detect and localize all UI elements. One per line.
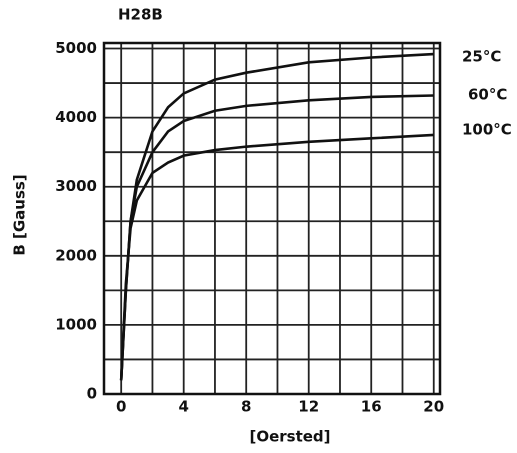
y-tick-label: 4000 — [55, 108, 97, 126]
x-tick-label: 8 — [241, 398, 251, 416]
x-tick-label: 20 — [423, 398, 444, 416]
y-axis-label: B [Gauss] — [11, 174, 29, 255]
y-tick-label: 2000 — [55, 246, 97, 264]
plot-frame — [102, 41, 442, 396]
y-tick-label: 0 — [87, 385, 97, 403]
x-tick-label: 12 — [298, 398, 319, 416]
series-label: 25°C — [462, 48, 501, 66]
y-tick-label: 1000 — [55, 315, 97, 333]
x-tick-label: 0 — [116, 398, 126, 416]
data-line — [119, 133, 434, 381]
y-tick-label: 5000 — [55, 39, 97, 57]
series-label: 100°C — [462, 121, 512, 139]
x-tick-label: 16 — [361, 398, 382, 416]
y-tick-label: 3000 — [55, 177, 97, 195]
x-tick-label: 4 — [178, 398, 188, 416]
x-axis-label: [Oersted] — [249, 428, 330, 446]
chart-title: H28B — [118, 6, 163, 24]
series-label: 60°C — [468, 86, 507, 104]
